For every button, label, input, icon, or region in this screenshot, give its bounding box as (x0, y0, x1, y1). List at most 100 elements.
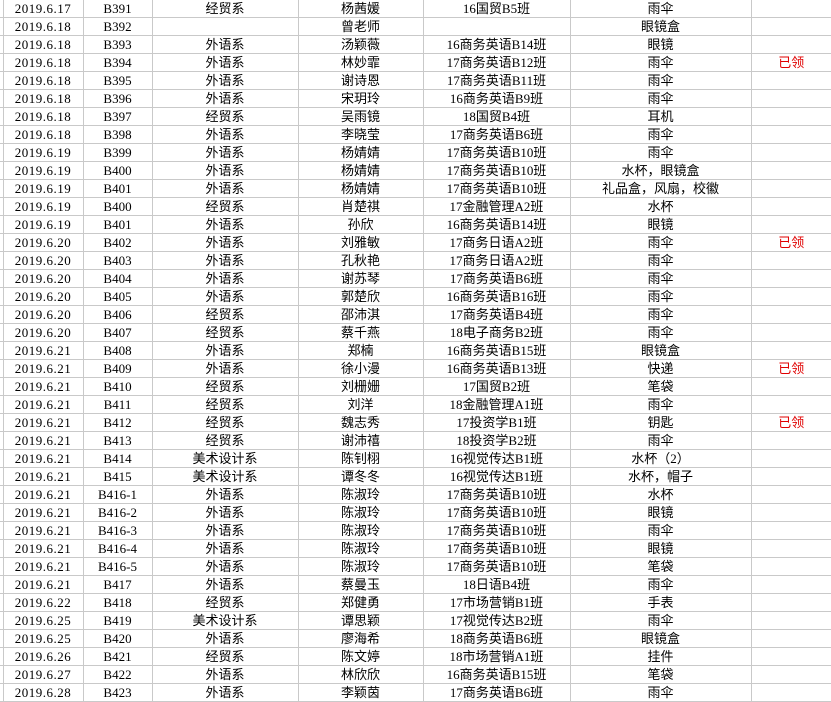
class-cell[interactable]: 17商务英语B6班 (422, 269, 571, 288)
id-cell[interactable]: B397 (82, 107, 153, 126)
name-cell[interactable]: 陈淑玲 (297, 503, 424, 522)
class-cell[interactable]: 18市场营销A1班 (422, 647, 571, 666)
status-cell[interactable] (750, 539, 831, 558)
name-cell[interactable]: 谭冬冬 (297, 467, 424, 486)
item-cell[interactable]: 雨伞 (569, 431, 752, 450)
name-cell[interactable]: 陈淑玲 (297, 521, 424, 540)
item-cell[interactable]: 雨伞 (569, 521, 752, 540)
status-cell[interactable] (750, 485, 831, 504)
department-cell[interactable]: 外语系 (151, 71, 299, 90)
item-cell[interactable]: 雨伞 (569, 611, 752, 630)
item-cell[interactable]: 水杯 (569, 485, 752, 504)
date-cell[interactable]: 2019.6.25 (2, 629, 84, 648)
item-cell[interactable]: 雨伞 (569, 143, 752, 162)
class-cell[interactable]: 17商务英语B10班 (422, 503, 571, 522)
name-cell[interactable]: 陈文婷 (297, 647, 424, 666)
date-cell[interactable]: 2019.6.21 (2, 359, 84, 378)
class-cell[interactable]: 17商务日语A2班 (422, 251, 571, 270)
name-cell[interactable]: 魏志秀 (297, 413, 424, 432)
date-cell[interactable]: 2019.6.21 (2, 485, 84, 504)
name-cell[interactable]: 郑楠 (297, 341, 424, 360)
date-cell[interactable]: 2019.6.19 (2, 143, 84, 162)
name-cell[interactable]: 吴雨镜 (297, 107, 424, 126)
item-cell[interactable]: 雨伞 (569, 323, 752, 342)
department-cell[interactable]: 经贸系 (151, 0, 299, 18)
id-cell[interactable]: B418 (82, 593, 153, 612)
department-cell[interactable]: 外语系 (151, 341, 299, 360)
name-cell[interactable]: 杨婧婧 (297, 161, 424, 180)
name-cell[interactable]: 陈淑玲 (297, 557, 424, 576)
class-cell[interactable]: 16商务英语B15班 (422, 665, 571, 684)
id-cell[interactable]: B416-5 (82, 557, 153, 576)
date-cell[interactable]: 2019.6.22 (2, 593, 84, 612)
department-cell[interactable]: 美术设计系 (151, 449, 299, 468)
name-cell[interactable]: 郑健勇 (297, 593, 424, 612)
class-cell[interactable]: 17商务英语B10班 (422, 179, 571, 198)
date-cell[interactable]: 2019.6.21 (2, 539, 84, 558)
class-cell[interactable]: 18投资学B2班 (422, 431, 571, 450)
class-cell[interactable]: 17商务英语B6班 (422, 125, 571, 144)
department-cell[interactable]: 外语系 (151, 89, 299, 108)
date-cell[interactable]: 2019.6.21 (2, 467, 84, 486)
status-cell[interactable] (750, 323, 831, 342)
date-cell[interactable]: 2019.6.20 (2, 287, 84, 306)
item-cell[interactable]: 眼镜 (569, 503, 752, 522)
department-cell[interactable]: 外语系 (151, 161, 299, 180)
class-cell[interactable]: 17商务日语A2班 (422, 233, 571, 252)
class-cell[interactable]: 17投资学B1班 (422, 413, 571, 432)
class-cell[interactable]: 16商务英语B9班 (422, 89, 571, 108)
class-cell[interactable]: 17商务英语B10班 (422, 539, 571, 558)
status-cell[interactable] (750, 377, 831, 396)
class-cell[interactable]: 17商务英语B11班 (422, 71, 571, 90)
date-cell[interactable]: 2019.6.18 (2, 107, 84, 126)
date-cell[interactable]: 2019.6.21 (2, 449, 84, 468)
status-cell[interactable] (750, 305, 831, 324)
name-cell[interactable]: 宋玥玲 (297, 89, 424, 108)
date-cell[interactable]: 2019.6.20 (2, 323, 84, 342)
department-cell[interactable]: 外语系 (151, 233, 299, 252)
status-cell[interactable] (750, 665, 831, 684)
date-cell[interactable]: 2019.6.21 (2, 395, 84, 414)
department-cell[interactable] (151, 17, 299, 36)
department-cell[interactable]: 经贸系 (151, 413, 299, 432)
id-cell[interactable]: B394 (82, 53, 153, 72)
id-cell[interactable]: B420 (82, 629, 153, 648)
date-cell[interactable]: 2019.6.18 (2, 71, 84, 90)
status-cell[interactable] (750, 197, 831, 216)
class-cell[interactable]: 17国贸B2班 (422, 377, 571, 396)
item-cell[interactable]: 眼镜 (569, 539, 752, 558)
name-cell[interactable]: 刘栅姗 (297, 377, 424, 396)
name-cell[interactable]: 曾老师 (297, 17, 424, 36)
item-cell[interactable]: 雨伞 (569, 89, 752, 108)
date-cell[interactable]: 2019.6.25 (2, 611, 84, 630)
department-cell[interactable]: 美术设计系 (151, 467, 299, 486)
id-cell[interactable]: B416-2 (82, 503, 153, 522)
class-cell[interactable]: 17商务英语B4班 (422, 305, 571, 324)
name-cell[interactable]: 孙欣 (297, 215, 424, 234)
date-cell[interactable]: 2019.6.18 (2, 17, 84, 36)
status-cell[interactable] (750, 125, 831, 144)
date-cell[interactable]: 2019.6.18 (2, 53, 84, 72)
item-cell[interactable]: 眼镜 (569, 215, 752, 234)
name-cell[interactable]: 肖楚祺 (297, 197, 424, 216)
department-cell[interactable]: 外语系 (151, 215, 299, 234)
id-cell[interactable]: B396 (82, 89, 153, 108)
department-cell[interactable]: 外语系 (151, 521, 299, 540)
status-cell[interactable] (750, 0, 831, 18)
id-cell[interactable]: B421 (82, 647, 153, 666)
date-cell[interactable]: 2019.6.18 (2, 89, 84, 108)
name-cell[interactable]: 谢沛禧 (297, 431, 424, 450)
status-cell[interactable] (750, 17, 831, 36)
item-cell[interactable]: 钥匙 (569, 413, 752, 432)
name-cell[interactable]: 孔秋艳 (297, 251, 424, 270)
date-cell[interactable]: 2019.6.21 (2, 413, 84, 432)
department-cell[interactable]: 外语系 (151, 539, 299, 558)
name-cell[interactable]: 刘洋 (297, 395, 424, 414)
date-cell[interactable]: 2019.6.21 (2, 377, 84, 396)
date-cell[interactable]: 2019.6.17 (2, 0, 84, 18)
status-cell[interactable] (750, 629, 831, 648)
date-cell[interactable]: 2019.6.19 (2, 215, 84, 234)
department-cell[interactable]: 外语系 (151, 179, 299, 198)
id-cell[interactable]: B400 (82, 161, 153, 180)
id-cell[interactable]: B416-3 (82, 521, 153, 540)
